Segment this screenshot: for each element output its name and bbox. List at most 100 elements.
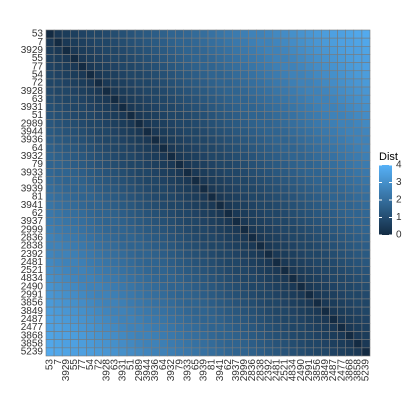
tile bbox=[256, 176, 266, 186]
tile bbox=[232, 192, 241, 202]
tile bbox=[312, 135, 322, 145]
tile bbox=[70, 274, 79, 283]
tile bbox=[175, 200, 185, 210]
tile bbox=[191, 282, 201, 292]
tile bbox=[142, 339, 152, 349]
y-tick-label: 3858 bbox=[21, 338, 44, 349]
tile bbox=[142, 176, 152, 186]
tile bbox=[61, 78, 71, 88]
tile bbox=[361, 70, 371, 80]
tile bbox=[353, 127, 363, 137]
tile bbox=[126, 241, 136, 251]
tile bbox=[232, 290, 241, 300]
tile bbox=[304, 54, 314, 63]
tile bbox=[94, 298, 103, 308]
tile bbox=[134, 217, 144, 226]
tile bbox=[159, 151, 168, 161]
tile bbox=[272, 339, 282, 349]
tile bbox=[175, 37, 185, 47]
tile bbox=[78, 86, 87, 96]
tile bbox=[78, 135, 87, 145]
tile bbox=[288, 339, 298, 349]
tile bbox=[167, 94, 176, 104]
tile bbox=[232, 339, 241, 349]
tile bbox=[329, 94, 338, 104]
tile bbox=[159, 331, 168, 340]
tile bbox=[110, 45, 120, 55]
tile bbox=[256, 192, 266, 202]
tile bbox=[272, 37, 282, 47]
tile bbox=[126, 37, 136, 47]
tile bbox=[272, 282, 282, 292]
tile bbox=[53, 94, 63, 104]
tile bbox=[191, 119, 201, 129]
tile bbox=[248, 70, 257, 80]
tile bbox=[61, 347, 71, 357]
tile bbox=[53, 176, 63, 186]
tile bbox=[118, 274, 128, 283]
tile bbox=[296, 94, 306, 104]
tile bbox=[102, 103, 112, 112]
tile bbox=[329, 225, 338, 235]
tile bbox=[353, 160, 363, 169]
tile bbox=[94, 45, 103, 55]
tile bbox=[248, 62, 257, 72]
tile bbox=[248, 86, 257, 96]
tile bbox=[337, 70, 347, 80]
tile bbox=[288, 225, 298, 235]
tile bbox=[78, 37, 87, 47]
tile bbox=[280, 143, 290, 153]
tile bbox=[183, 266, 193, 275]
tile bbox=[134, 54, 144, 63]
tile bbox=[329, 119, 338, 129]
tile bbox=[53, 266, 63, 275]
tile bbox=[232, 266, 241, 275]
tile bbox=[45, 200, 55, 210]
tile bbox=[337, 184, 347, 194]
tile bbox=[167, 209, 176, 218]
tile bbox=[223, 94, 233, 104]
tile bbox=[223, 290, 233, 300]
tile bbox=[345, 62, 355, 72]
tile bbox=[167, 241, 176, 251]
tile bbox=[159, 54, 168, 63]
tile bbox=[280, 111, 290, 120]
tile bbox=[94, 86, 103, 96]
tile bbox=[256, 306, 266, 316]
tile bbox=[110, 29, 120, 39]
tile bbox=[345, 331, 355, 340]
tile bbox=[215, 29, 225, 39]
tile bbox=[353, 217, 363, 226]
tile bbox=[329, 323, 338, 332]
tile bbox=[94, 209, 103, 218]
tile bbox=[256, 143, 266, 153]
tile bbox=[296, 331, 306, 340]
tile bbox=[223, 29, 233, 39]
tile bbox=[256, 274, 266, 283]
tile bbox=[321, 282, 330, 292]
tile bbox=[94, 70, 103, 80]
tile bbox=[280, 347, 290, 357]
tile bbox=[215, 347, 225, 357]
tile bbox=[86, 119, 95, 129]
tile bbox=[337, 78, 347, 88]
tile bbox=[183, 339, 193, 349]
x-tick-label: 3933 bbox=[182, 359, 193, 382]
tile bbox=[223, 266, 233, 275]
tile bbox=[321, 143, 330, 153]
tile bbox=[183, 225, 193, 235]
tile bbox=[159, 266, 168, 275]
tile bbox=[94, 127, 103, 137]
tile bbox=[134, 314, 144, 324]
tile bbox=[223, 306, 233, 316]
tile bbox=[110, 111, 120, 120]
tile bbox=[272, 103, 282, 112]
tile bbox=[159, 314, 168, 324]
tile bbox=[199, 274, 209, 283]
tile bbox=[207, 45, 217, 55]
tile bbox=[191, 290, 201, 300]
tile bbox=[353, 37, 363, 47]
tile bbox=[264, 233, 274, 243]
tile bbox=[304, 62, 314, 72]
tile bbox=[78, 241, 87, 251]
